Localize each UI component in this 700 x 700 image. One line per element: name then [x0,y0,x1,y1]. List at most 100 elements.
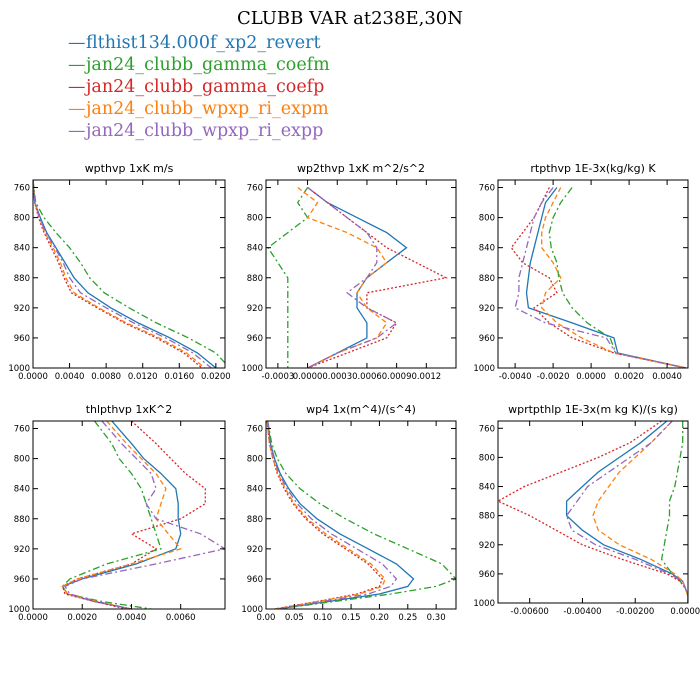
y-tick-label: 760 [14,184,30,194]
series-line-4 [307,186,398,368]
y-tick-label: 920 [479,304,495,314]
legend-item-2: —jan24_clubb_gamma_coefp [68,76,330,98]
y-tick-label: 840 [14,485,30,495]
y-tick-label: 760 [479,424,495,434]
panel-title: wpthvp 1xK m/s [85,162,174,175]
x-tick-label: -0.0040 [499,372,532,382]
series-line-1 [660,421,688,603]
y-tick-label: 840 [247,244,263,254]
y-tick-label: 960 [247,334,263,344]
series-line-4 [267,421,398,609]
x-tick-label: -0.0020 [537,372,570,382]
series-line-4 [64,421,225,609]
y-tick-label: 800 [247,455,263,465]
y-tick-label: 920 [14,545,30,555]
y-tick-label: 880 [247,274,263,284]
x-tick-label: -0.00200 [616,607,654,617]
x-tick-label: 0.0000 [293,372,323,382]
chart-panel-2: rtpthvp 1E-3x(kg/kg) K 760 800 840 880 920 960… [473,162,689,382]
series-line-0 [525,187,687,368]
series-line-0 [61,421,182,609]
series-line-1 [267,421,456,609]
panel-title: thlpthvp 1xK^2 [86,403,173,416]
x-tick-label: 0.30 [427,613,446,623]
series-line-3 [266,421,386,609]
legend-line-3: — [68,99,86,119]
x-tick-label: 0.0040 [652,372,682,382]
series-line-3 [33,180,206,368]
legend-label-2: jan24_clubb_gamma_coefp [86,77,325,97]
legend-item-1: —jan24_clubb_gamma_coefm [68,54,330,76]
y-tick-label: 880 [247,515,263,525]
series-line-0 [33,180,217,368]
x-tick-label: 0.10 [313,613,332,623]
legend-line-2: — [68,77,86,97]
series-line-2 [307,186,449,368]
legend-line-1: — [68,55,86,75]
y-tick-label: 960 [479,570,495,580]
series-line-3 [540,187,687,368]
y-tick-label: 800 [247,214,263,224]
series-line-4 [514,187,687,368]
y-tick-label: 760 [247,425,263,435]
x-tick-label: 0.0120 [128,372,158,382]
legend-label-1: jan24_clubb_gamma_coefm [86,55,330,75]
chart-panel-5: wprtpthlp 1E-3x(m kg K)/(s kg) 760 800 840 8… [473,403,700,617]
y-tick-label: 760 [479,184,495,194]
plot-frame [497,179,689,369]
x-tick-label: 0.0006 [352,372,382,382]
plot-frame [32,179,226,369]
legend-item-4: —jan24_clubb_wpxp_ri_expp [68,120,330,142]
legend-line-4: — [68,121,86,141]
x-tick-label: 0.25 [398,613,417,623]
y-tick-label: 1000 [473,599,495,609]
series-line-2 [33,180,203,368]
series-line-4 [33,180,212,368]
series-line-2 [498,421,688,603]
x-tick-label: 0.0020 [614,372,644,382]
plot-frame [32,420,226,610]
legend-item-0: —flthist134.000f_xp2_revert [68,32,330,54]
y-tick-label: 880 [14,274,30,284]
y-tick-label: 800 [14,214,30,224]
series-line-1 [33,180,225,364]
y-tick-label: 920 [14,304,30,314]
y-tick-label: 800 [479,214,495,224]
x-tick-label: -0.00600 [511,607,549,617]
x-tick-label: 0.0009 [382,372,412,382]
panel-title: wprtpthlp 1E-3x(m kg K)/(s kg) [508,403,678,416]
y-tick-label: 920 [247,304,263,314]
plot-frame [497,420,689,604]
y-tick-label: 840 [14,244,30,254]
figure-title: CLUBB VAR at238E,30N [237,8,463,29]
x-tick-label: 0.0080 [91,372,121,382]
chart-panel-4: wp4 1x(m^4)/(s^4)76080084088092096010000… [241,403,457,623]
y-tick-label: 760 [14,425,30,435]
series-line-2 [61,421,206,609]
panel-title: wp4 1x(m^4)/(s^4) [306,403,416,416]
y-tick-label: 1000 [241,605,263,615]
y-tick-label: 960 [14,334,30,344]
x-tick-label: 0.0040 [117,613,147,623]
y-tick-label: 1000 [8,605,30,615]
series-line-2 [510,187,687,368]
y-tick-label: 960 [479,334,495,344]
series-line-0 [307,186,408,368]
series-line-0 [267,421,415,609]
y-tick-label: 920 [479,541,495,551]
series-line-4 [565,421,688,603]
y-tick-label: 840 [247,485,263,495]
x-tick-label: 0.20 [370,613,389,623]
panel-title: wp2thvp 1xK m^2/s^2 [297,162,425,175]
series-line-2 [266,421,384,609]
y-tick-label: 880 [479,274,495,284]
x-tick-label: 0.0020 [67,613,97,623]
legend-line-0: — [68,33,86,53]
y-tick-label: 880 [479,512,495,522]
chart-panel-0: wpthvp 1xK m/s76080084088092096010000.00… [8,162,230,382]
y-tick-label: 840 [479,483,495,493]
series-line-3 [61,421,182,609]
x-tick-label: 0.05 [285,613,304,623]
